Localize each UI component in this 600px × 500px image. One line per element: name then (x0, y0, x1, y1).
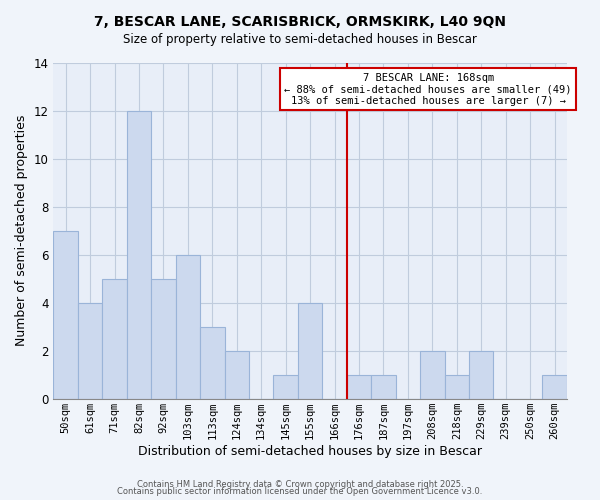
Text: Size of property relative to semi-detached houses in Bescar: Size of property relative to semi-detach… (123, 32, 477, 46)
Bar (200, 326, 224, 398)
Text: 7 BESCAR LANE: 168sqm
← 88% of semi-detached houses are smaller (49)
13% of semi: 7 BESCAR LANE: 168sqm ← 88% of semi-deta… (284, 72, 572, 106)
Bar (176, 254, 200, 398)
Bar (274, 374, 298, 398)
Bar (151, 278, 176, 398)
Bar (224, 350, 249, 399)
Bar (298, 302, 322, 398)
Bar (420, 350, 445, 399)
Bar (445, 374, 469, 398)
X-axis label: Distribution of semi-detached houses by size in Bescar: Distribution of semi-detached houses by … (138, 444, 482, 458)
Bar (78, 302, 103, 398)
Text: Contains HM Land Registry data © Crown copyright and database right 2025.: Contains HM Land Registry data © Crown c… (137, 480, 463, 489)
Bar (371, 374, 395, 398)
Bar (542, 374, 567, 398)
Bar (103, 278, 127, 398)
Bar (347, 374, 371, 398)
Bar (53, 230, 78, 398)
Bar (127, 110, 151, 399)
Text: 7, BESCAR LANE, SCARISBRICK, ORMSKIRK, L40 9QN: 7, BESCAR LANE, SCARISBRICK, ORMSKIRK, L… (94, 15, 506, 29)
Y-axis label: Number of semi-detached properties: Number of semi-detached properties (15, 115, 28, 346)
Text: Contains public sector information licensed under the Open Government Licence v3: Contains public sector information licen… (118, 488, 482, 496)
Bar (469, 350, 493, 399)
